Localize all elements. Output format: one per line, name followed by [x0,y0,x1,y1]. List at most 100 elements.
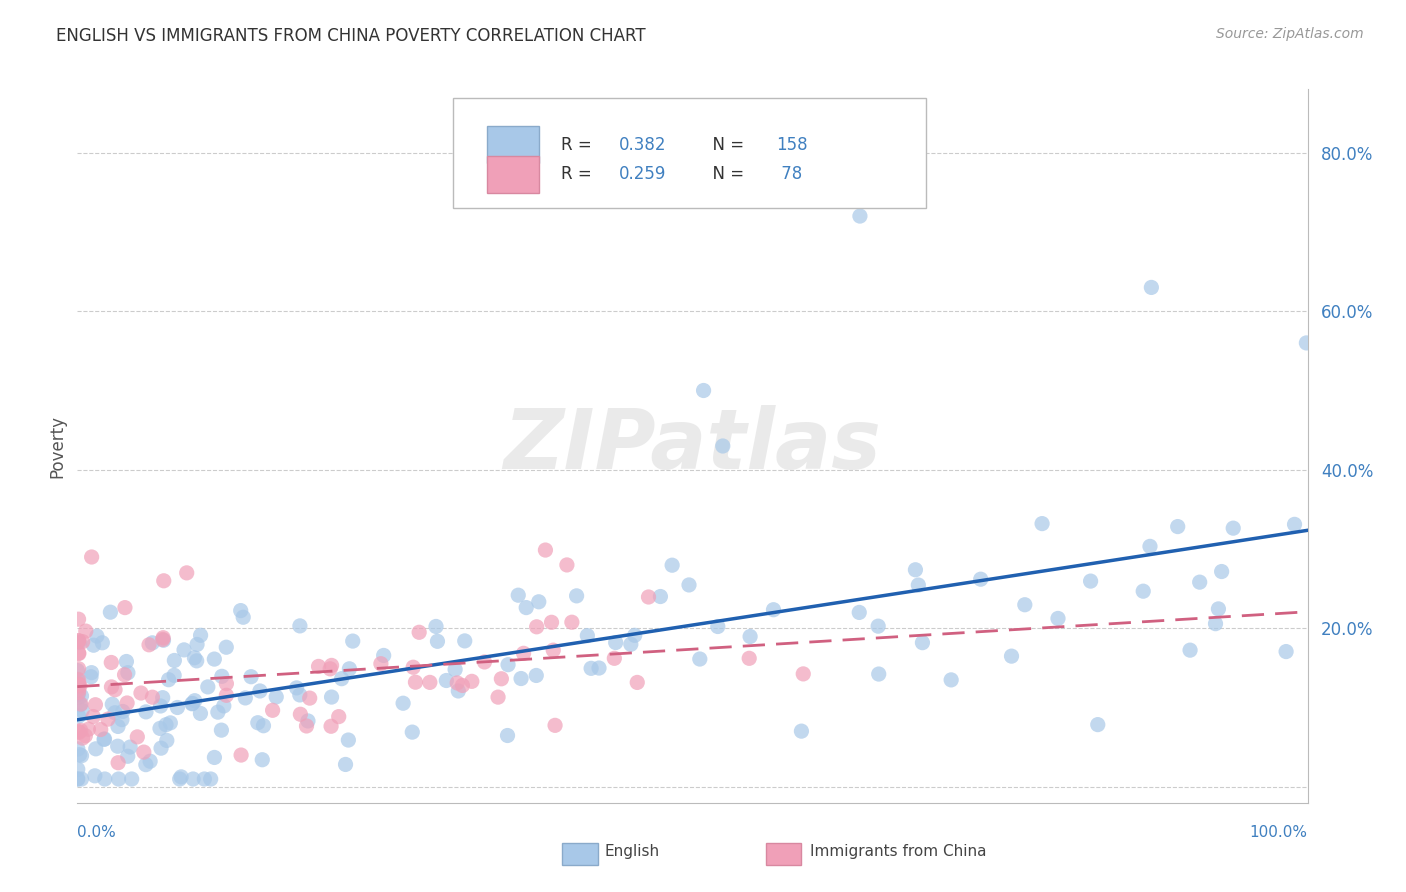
Point [200,772,222,786]
Point [524,668,547,682]
Point [689,652,711,666]
Point [711,439,734,453]
Point [66,664,89,678]
Point [555,558,578,572]
Point [152,633,174,648]
Point [66,673,89,687]
Point [155,717,177,731]
Point [249,684,271,698]
Point [330,672,353,686]
Point [209,723,232,738]
Point [111,705,134,719]
Point [738,651,761,665]
Point [67,687,90,701]
Point [491,672,513,686]
Point [1222,521,1244,535]
Point [163,668,186,682]
Point [447,684,470,698]
Point [288,688,311,702]
Point [1132,584,1154,599]
Point [540,615,562,630]
Point [446,676,468,690]
Point [233,690,256,705]
Point [678,578,700,592]
Y-axis label: Poverty: Poverty [48,415,66,477]
Point [707,619,730,633]
Point [101,698,124,712]
Point [77,723,100,737]
Point [308,659,330,673]
Point [207,705,229,719]
Point [215,640,238,655]
Point [496,657,519,672]
Point [1208,602,1230,616]
Point [66,762,89,776]
Point [321,690,343,704]
Point [181,697,204,711]
Point [193,772,215,786]
Point [285,681,308,695]
Point [911,635,934,649]
Point [1167,519,1189,533]
Point [215,676,238,690]
Point [496,729,519,743]
Text: N =: N = [703,136,749,153]
Point [212,698,235,713]
Point [297,714,319,728]
Point [67,709,90,723]
Point [72,634,94,648]
Point [129,686,152,700]
Text: 0.259: 0.259 [619,165,666,183]
Point [526,620,548,634]
Point [170,770,193,784]
Point [90,723,112,737]
Point [114,667,136,681]
Point [740,630,762,644]
Point [576,629,599,643]
Point [792,666,814,681]
Point [211,669,233,683]
Point [67,685,90,699]
Point [1000,649,1022,664]
Point [66,742,89,756]
Point [173,643,195,657]
Point [941,673,963,687]
Point [149,698,172,713]
Point [762,603,785,617]
Point [1140,280,1163,294]
Point [186,654,208,668]
Point [252,719,274,733]
Point [67,673,90,687]
Point [157,673,180,687]
Point [149,722,172,736]
Point [197,680,219,694]
Point [434,673,457,688]
Point [1205,616,1227,631]
Point [868,619,890,633]
Point [67,635,90,649]
Point [181,772,204,786]
Point [75,624,97,638]
Point [75,729,97,743]
Point [534,543,557,558]
Point [107,739,129,754]
Point [190,628,212,642]
Point [402,660,425,674]
Text: 78: 78 [776,165,803,183]
Point [111,713,134,727]
Point [190,706,212,721]
Point [510,672,533,686]
Point [229,747,252,762]
Point [67,633,90,648]
Point [67,677,90,691]
Point [232,610,254,624]
Text: 100.0%: 100.0% [1250,825,1308,840]
Point [72,731,94,745]
Point [321,658,343,673]
Point [183,650,205,665]
Point [339,662,361,676]
Point [868,667,890,681]
Point [426,634,449,648]
Point [419,675,441,690]
Point [166,700,188,714]
